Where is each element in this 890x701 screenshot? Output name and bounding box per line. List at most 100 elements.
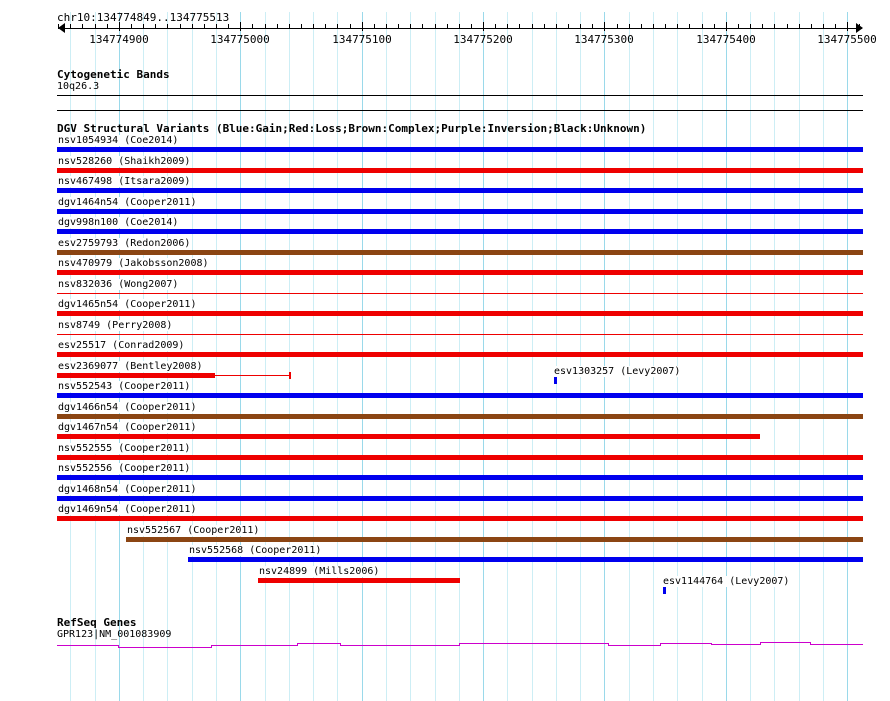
ruler-tick-label: 134775500	[817, 33, 877, 46]
ruler-tick	[192, 24, 193, 29]
gene-label[interactable]: GPR123|NM_001083909	[57, 629, 172, 640]
variant-bar[interactable]	[57, 147, 863, 152]
gene-exon-intron-segment[interactable]	[118, 647, 211, 648]
gene-step-connector	[760, 642, 761, 645]
variant-bar[interactable]	[57, 168, 863, 173]
variant-label[interactable]: esv1144764 (Levy2007)	[662, 576, 791, 587]
variant-label[interactable]: nsv832036 (Wong2007)	[57, 279, 180, 290]
gene-exon-intron-segment[interactable]	[211, 645, 297, 646]
gene-exon-intron-segment[interactable]	[660, 643, 711, 644]
cytogenetic-band-label[interactable]: 10q26.3	[57, 81, 100, 92]
ruler-tick	[447, 24, 448, 29]
variant-label[interactable]: nsv467498 (Itsara2009)	[57, 176, 192, 187]
ruler-tick	[265, 24, 266, 29]
variant-bar[interactable]	[57, 434, 760, 439]
variant-label[interactable]: esv25517 (Conrad2009)	[57, 340, 186, 351]
variant-label[interactable]: nsv8749 (Perry2008)	[57, 320, 174, 331]
ruler-tick-major	[119, 22, 120, 31]
variant-label[interactable]: nsv552568 (Cooper2011)	[188, 545, 323, 556]
ruler-tick	[568, 24, 569, 29]
ruler-tick	[532, 24, 533, 29]
ruler-tick	[180, 24, 181, 29]
ruler-tick	[252, 24, 253, 29]
gene-exon-intron-segment[interactable]	[297, 643, 340, 644]
variant-point-marker[interactable]	[663, 587, 666, 594]
gene-exon-intron-segment[interactable]	[711, 644, 760, 645]
ruler-tick	[629, 24, 630, 29]
variant-label[interactable]: nsv552543 (Cooper2011)	[57, 381, 192, 392]
ruler-tick	[556, 24, 557, 29]
variant-label[interactable]: dgv1468n54 (Cooper2011)	[57, 484, 198, 495]
variant-label[interactable]: nsv528260 (Shaikh2009)	[57, 156, 192, 167]
ruler-tick	[592, 24, 593, 29]
variant-bar[interactable]	[188, 557, 863, 562]
variant-label[interactable]: nsv552556 (Cooper2011)	[57, 463, 192, 474]
ruler-tick-major	[240, 22, 241, 31]
ruler-tick-major	[726, 22, 727, 31]
ruler-tick	[70, 24, 71, 29]
variant-bar[interactable]	[57, 414, 863, 419]
ruler-tick-major	[483, 22, 484, 31]
variant-extent-line	[215, 375, 291, 376]
variant-bar[interactable]	[57, 270, 863, 275]
ruler-tick	[386, 24, 387, 29]
variant-label[interactable]: nsv1054934 (Coe2014)	[57, 135, 180, 146]
ruler-tick-label: 134775300	[574, 33, 634, 46]
variant-bar[interactable]	[258, 578, 460, 583]
gene-exon-intron-segment[interactable]	[760, 642, 810, 643]
variant-label[interactable]: esv1303257 (Levy2007)	[553, 366, 682, 377]
variant-label[interactable]: dgv1466n54 (Cooper2011)	[57, 402, 198, 413]
variant-bar[interactable]	[57, 293, 863, 294]
variant-label[interactable]: dgv1465n54 (Cooper2011)	[57, 299, 198, 310]
variant-bar[interactable]	[57, 475, 863, 480]
variant-bar[interactable]	[57, 188, 863, 193]
variant-label[interactable]: nsv552555 (Cooper2011)	[57, 443, 192, 454]
variant-bar[interactable]	[57, 496, 863, 501]
variant-bar[interactable]	[57, 516, 863, 521]
arrow-left-icon[interactable]	[58, 23, 65, 33]
variant-label[interactable]: esv2759793 (Redon2006)	[57, 238, 192, 249]
variant-bar[interactable]	[57, 373, 215, 378]
section-divider-1	[57, 110, 863, 111]
gene-exon-intron-segment[interactable]	[57, 645, 118, 646]
ruler-tick	[228, 24, 229, 29]
variant-bar[interactable]	[57, 352, 863, 357]
ruler[interactable]: chr10:134774849..134775513 134774900 1347…	[0, 0, 890, 56]
cytoband-bar[interactable]	[57, 95, 863, 96]
ruler-tick-label: 134775400	[696, 33, 756, 46]
variant-label[interactable]: nsv24899 (Mills2006)	[258, 566, 381, 577]
gene-step-connector	[459, 643, 460, 646]
ruler-tick	[689, 24, 690, 29]
ruler-tick	[167, 24, 168, 29]
ruler-tick	[131, 24, 132, 29]
variant-label[interactable]: dgv1467n54 (Cooper2011)	[57, 422, 198, 433]
ruler-tick	[313, 24, 314, 29]
ruler-tick	[95, 24, 96, 29]
variant-label[interactable]: dgv1469n54 (Cooper2011)	[57, 504, 198, 515]
variant-label[interactable]: dgv998n100 (Coe2014)	[57, 217, 180, 228]
variant-label[interactable]: esv2369077 (Bentley2008)	[57, 361, 204, 372]
gene-step-connector	[608, 643, 609, 646]
ruler-tick	[459, 24, 460, 29]
variant-bar[interactable]	[57, 393, 863, 398]
variant-bar[interactable]	[57, 250, 863, 255]
gene-step-connector	[810, 642, 811, 645]
variant-label[interactable]: nsv552567 (Cooper2011)	[126, 525, 261, 536]
variant-label[interactable]: dgv1464n54 (Cooper2011)	[57, 197, 198, 208]
ruler-tick	[738, 24, 739, 29]
variant-bar[interactable]	[57, 229, 863, 234]
variant-bar[interactable]	[126, 537, 863, 542]
gene-exon-intron-segment[interactable]	[459, 643, 608, 644]
gene-exon-intron-segment[interactable]	[340, 645, 459, 646]
variant-point-marker[interactable]	[554, 377, 557, 384]
gene-step-connector	[660, 643, 661, 646]
variant-label[interactable]: nsv470979 (Jakobsson2008)	[57, 258, 210, 269]
ruler-tick-label: 134775200	[453, 33, 513, 46]
gene-exon-intron-segment[interactable]	[608, 645, 660, 646]
variant-bar[interactable]	[57, 455, 863, 460]
variant-bar[interactable]	[57, 334, 863, 335]
variant-bar[interactable]	[57, 311, 863, 316]
gene-exon-intron-segment[interactable]	[810, 644, 863, 645]
ruler-tick	[580, 24, 581, 29]
variant-bar[interactable]	[57, 209, 863, 214]
